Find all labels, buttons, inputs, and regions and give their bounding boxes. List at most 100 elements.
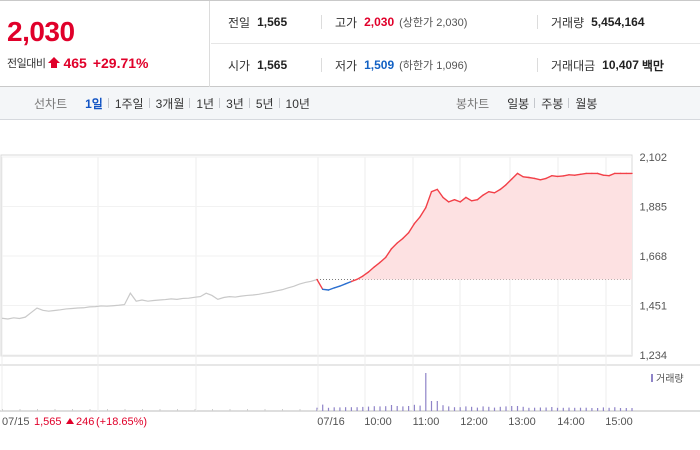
period-1y[interactable]: 1년 bbox=[189, 95, 220, 112]
volume-bar bbox=[385, 406, 387, 411]
candle-daily[interactable]: 일봉 bbox=[507, 97, 530, 111]
period-3m[interactable]: 3개월 bbox=[148, 95, 191, 112]
volume-bar bbox=[597, 408, 599, 411]
volume-bar-prev bbox=[282, 409, 283, 411]
stat-value: 10,407 bbox=[602, 58, 639, 72]
volume-bar-prev bbox=[124, 409, 126, 411]
upper-limit-note: (상한가 2,030) bbox=[399, 17, 468, 29]
stats-row: 시가 1,565 저가 1,509 (하한가 1,096) 거래대금 10,40… bbox=[211, 44, 700, 87]
x-tick-prev-day: 07/15 bbox=[2, 416, 30, 428]
change-rate: +29.71% bbox=[92, 55, 149, 71]
stat-label: 시가 bbox=[228, 58, 251, 73]
today-line-up bbox=[522, 176, 530, 179]
volume-bar-prev bbox=[54, 409, 56, 411]
y-tick-label: 1,234 bbox=[639, 350, 667, 362]
volume-bar bbox=[362, 406, 364, 411]
today-line-up bbox=[528, 176, 536, 180]
change-label: 전일대비 bbox=[7, 58, 46, 70]
quote-panel: 2,030 전일대비 465 +29.71% 전일 1,565 고가 2,030… bbox=[0, 0, 700, 87]
price-chart-svg: 2,102 1,885 1,668 1,451 1,234 거래량 07/15 1,565 24… bbox=[0, 152, 700, 428]
today-line-up bbox=[419, 206, 427, 218]
period-3y[interactable]: 3년 bbox=[219, 95, 250, 112]
volume-bar bbox=[493, 407, 496, 411]
price-change: 전일대비 465 +29.71% bbox=[7, 55, 149, 71]
today-line-up bbox=[516, 172, 524, 178]
volume-bar bbox=[574, 407, 576, 411]
candle-chart-periods: 봉차트 일봉 주봉 월봉 bbox=[456, 87, 603, 120]
volume-bar bbox=[333, 407, 335, 411]
volume-bar bbox=[539, 407, 541, 411]
volume-bar-prev bbox=[317, 409, 318, 411]
volume-bar bbox=[476, 407, 478, 411]
prev-day-close: 1,565 bbox=[34, 416, 62, 428]
current-price: 2,030 bbox=[7, 16, 75, 47]
today-line-up bbox=[533, 177, 542, 181]
period-10y[interactable]: 10년 bbox=[278, 95, 316, 112]
volume-bar bbox=[327, 407, 330, 411]
today-line-up bbox=[442, 196, 450, 203]
x-tick-label: 12:00 bbox=[460, 416, 488, 428]
volume-bar bbox=[442, 405, 444, 411]
today-line-up bbox=[608, 172, 616, 177]
volume-bar-prev bbox=[299, 409, 301, 411]
volume-bar-prev bbox=[229, 409, 231, 411]
today-line-up bbox=[413, 216, 421, 225]
volume-bar bbox=[625, 408, 627, 411]
volume-bar bbox=[396, 406, 398, 411]
line-chart-periods: 선차트 1일 1주일 3개월 1년 3년 5년 10년 bbox=[34, 87, 316, 120]
volume-bar bbox=[511, 406, 513, 411]
today-line-up bbox=[562, 174, 570, 177]
volume-bar-prev bbox=[247, 409, 248, 411]
candle-weekly[interactable]: 주봉 bbox=[534, 95, 569, 112]
chart-period-toolbar: 선차트 1일 1주일 3개월 1년 3년 5년 10년 봉차트 일봉 주봉 월봉 bbox=[0, 87, 700, 120]
stat-unit: 백만 bbox=[641, 58, 664, 73]
volume-bar-prev bbox=[264, 409, 266, 411]
volume-bar bbox=[488, 406, 490, 411]
today-line-up bbox=[482, 190, 490, 196]
volume-bar bbox=[602, 407, 604, 411]
period-1d[interactable]: 1일 bbox=[85, 97, 103, 111]
volume-bar bbox=[356, 407, 358, 411]
volume-bar-prev bbox=[194, 409, 196, 411]
volume-bar bbox=[339, 407, 341, 411]
volume-bar bbox=[482, 406, 484, 411]
volume-bar bbox=[631, 408, 633, 411]
period-1w[interactable]: 1주일 bbox=[107, 95, 150, 112]
volume-bar bbox=[591, 408, 593, 411]
today-line-up bbox=[385, 247, 393, 259]
stat-label: 전일 bbox=[228, 15, 251, 30]
quote-stats: 전일 1,565 고가 2,030 (상한가 2,030) 거래량 5,454,… bbox=[211, 1, 700, 87]
candle-chart-label: 봉차트 bbox=[456, 97, 490, 111]
volume-bar bbox=[585, 407, 587, 411]
today-line-up bbox=[511, 172, 519, 180]
today-line-up bbox=[430, 188, 438, 193]
stat-volume: 거래량 5,454,164 bbox=[537, 1, 645, 43]
volume-bar bbox=[448, 406, 450, 411]
today-line-up bbox=[602, 174, 610, 177]
y-tick-label: 2,102 bbox=[639, 152, 667, 164]
stat-label: 고가 bbox=[335, 15, 358, 30]
stat-value: 5,454,164 bbox=[591, 15, 645, 29]
volume-bar bbox=[619, 408, 622, 411]
volume-bar bbox=[345, 407, 347, 411]
volume-bar-prev bbox=[142, 409, 143, 411]
today-line-up bbox=[453, 198, 461, 203]
volume-bar bbox=[379, 406, 381, 411]
today-line-up bbox=[493, 188, 501, 194]
today-line-up bbox=[373, 261, 381, 268]
volume-bar-prev bbox=[177, 409, 178, 411]
volume-bar bbox=[534, 407, 536, 411]
period-5y[interactable]: 5년 bbox=[248, 95, 280, 112]
volume-bar bbox=[350, 407, 352, 411]
stat-value: 1,565 bbox=[257, 58, 288, 72]
volume-bar bbox=[425, 373, 427, 411]
volume-bar-prev bbox=[159, 409, 161, 411]
today-line-up bbox=[362, 271, 370, 277]
candle-monthly[interactable]: 월봉 bbox=[568, 95, 603, 112]
prev-day-line bbox=[1, 278, 318, 320]
today-line-up bbox=[350, 278, 358, 283]
today-line-up bbox=[367, 266, 375, 273]
stat-prev-close: 전일 1,565 bbox=[228, 1, 287, 43]
volume-bar-prev bbox=[72, 409, 73, 411]
volume-bar bbox=[516, 406, 519, 411]
